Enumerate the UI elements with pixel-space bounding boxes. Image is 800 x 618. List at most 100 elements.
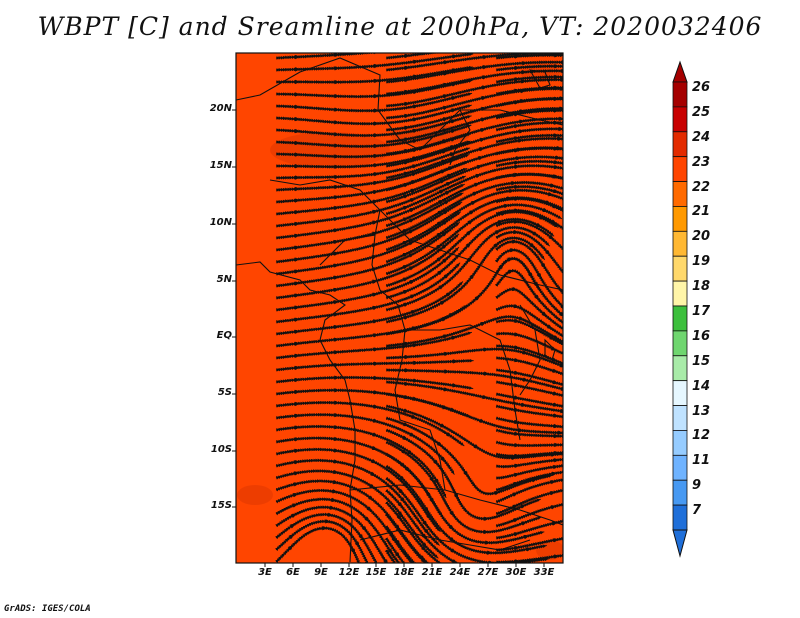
colorbar-label: 21 [692,204,711,220]
colorbar-swatch [672,330,688,357]
streamline [384,549,397,563]
colorbar-swatch [672,479,688,506]
colorbar-label: 19 [692,254,711,270]
streamline-arrow [559,106,563,111]
lat-tick-label: 5S [217,387,232,398]
country-borders [236,57,563,563]
streamline-arrow [498,263,504,269]
credit-text: GrADS: IGES/COLA [4,604,91,614]
streamline-arrow [333,479,339,485]
streamline-arrow [482,65,488,70]
streamline-arrow [331,497,337,503]
streamline-arrow [373,375,379,381]
streamline-arrow [527,272,533,279]
streamline-arrow [554,450,560,456]
streamline-arrow [554,554,560,559]
streamline-arrow [474,295,480,301]
streamline-arrow [451,559,458,563]
streamline-arrow [555,155,561,160]
colorbar-label: 12 [692,428,711,444]
streamline-arrow [327,512,333,517]
lon-tick-label: 24E [449,567,471,578]
streamline-arrow [334,350,340,355]
streamline-arrow [497,220,504,225]
streamline-arrow [294,460,300,465]
colorbar-swatch [672,106,688,133]
lon-tick-label: 27E [477,567,499,578]
lon-tick-label: 30E [505,567,527,578]
colorbar [672,60,688,558]
streamline-arrow [553,335,559,340]
streamline-arrow [294,353,300,358]
streamline-arrow [294,413,300,419]
colorbar-swatch [672,206,688,232]
streamline-arrow [373,418,379,423]
streamline-arrow [551,471,558,476]
streamline-arrow [332,489,338,494]
streamline-arrow [529,242,535,248]
streamline-arrow [333,469,339,475]
colorbar-swatch [672,181,688,207]
streamline-arrow [373,347,379,352]
streamline-arrow [394,552,400,558]
streamline-arrow [480,322,486,327]
colorbar-label: 24 [692,129,711,145]
streamline-arrow [548,191,554,197]
streamline-arrow [514,383,520,388]
colorbar-swatch [672,430,688,456]
streamline-arrow [453,359,459,364]
colorbar-label: 25 [692,104,711,120]
streamline-arrow [495,230,501,235]
colorbar-swatch [672,454,688,481]
streamline-arrow [333,459,339,464]
streamline-arrow [553,423,559,429]
colorbar-label: 22 [692,179,711,195]
colorbar-swatch [672,280,688,307]
streamline-arrow [550,505,557,510]
streamline-arrow [520,98,526,104]
streamline-arrow [444,351,450,357]
streamline-arrow [556,146,562,151]
colorbar-label: 14 [692,378,711,394]
streamline-arrow [483,371,490,376]
streamline-arrow [561,68,563,74]
streamline-arrow [519,109,526,114]
streamline-arrow [421,558,427,563]
streamline-arrow [373,361,379,366]
colorbar-label: 26 [692,80,711,95]
streamline-arrow [550,490,556,496]
lat-tick-label: EQ [216,330,232,341]
streamline-arrow [559,116,563,122]
lon-tick-label: 12E [338,567,360,578]
streamline-arrow [294,401,300,407]
streamline-arrow [325,519,331,524]
streamline-arrow [322,525,328,531]
lon-tick-label: 3E [258,567,272,578]
streamline-arrow [553,538,559,543]
colorbar-swatch [672,156,688,182]
streamline-arrow [294,437,300,442]
streamline-arrow [403,408,410,413]
map-frame [235,52,564,564]
streamline-arrow [334,362,340,368]
streamline-arrow [522,60,528,66]
colorbar-label: 18 [692,279,711,295]
lat-tick-label: 20N [209,103,232,114]
streamline-arrow [294,448,300,454]
lon-tick-label: 18E [393,567,415,578]
colorbar-swatch [672,355,688,382]
lon-tick-label: 21E [421,567,443,578]
streamline-arrow [404,354,410,360]
colorbar-swatch [672,230,688,257]
streamline-arrow [514,395,520,400]
lat-tick-label: 10N [209,217,232,228]
lon-tick-label: 9E [314,567,328,578]
lon-tick-label: 6E [286,567,300,578]
streamline-arrow [514,431,520,436]
streamline-arrow [334,388,340,393]
colorbar-label: 15 [692,353,711,369]
streamline-arrow [412,343,419,348]
colorbar-label: 11 [692,453,711,469]
streamline-arrow [517,147,523,152]
streamline-arrow [373,404,379,409]
